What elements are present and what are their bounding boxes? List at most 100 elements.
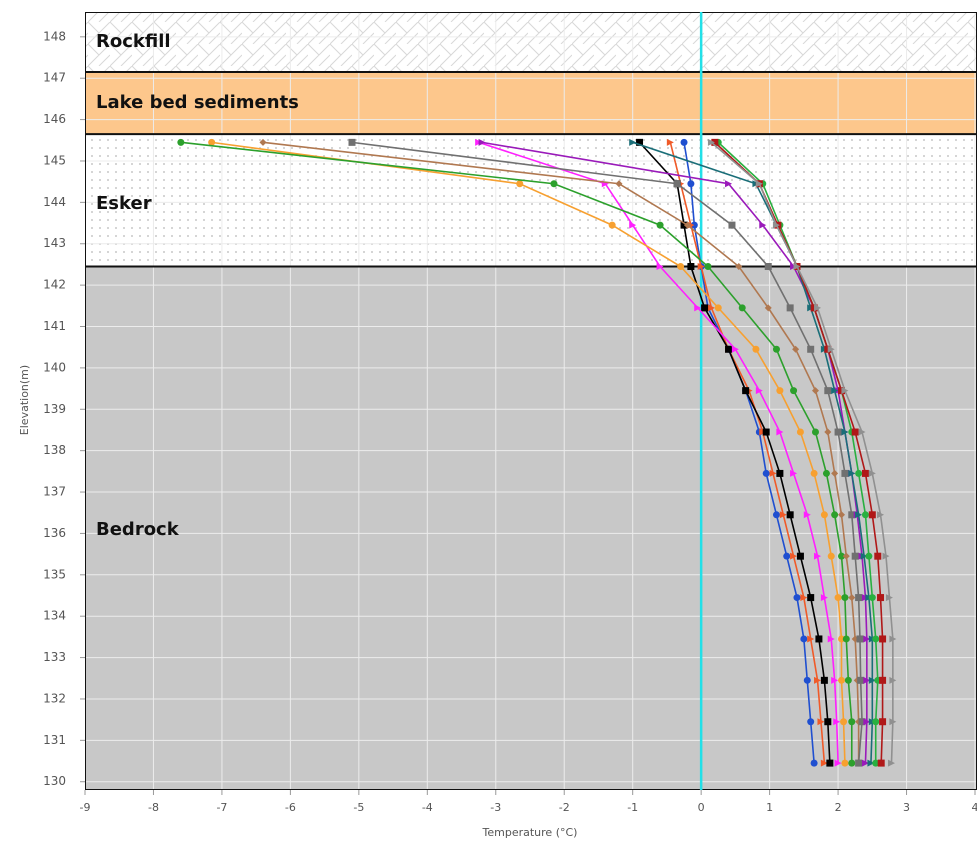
y-tick-label: 142 xyxy=(43,278,66,292)
marker xyxy=(841,387,849,395)
marker xyxy=(762,469,770,477)
marker xyxy=(731,345,739,353)
marker xyxy=(851,552,859,560)
marker xyxy=(803,511,811,519)
marker xyxy=(762,428,770,436)
marker xyxy=(848,511,856,519)
marker xyxy=(824,718,832,726)
series-line xyxy=(669,142,826,764)
marker xyxy=(827,552,835,560)
series-line xyxy=(717,141,879,764)
marker xyxy=(861,759,869,767)
y-axis-label: Elevation(m) xyxy=(18,365,31,435)
marker xyxy=(879,635,887,643)
layer xyxy=(85,72,977,135)
marker xyxy=(764,263,772,271)
marker xyxy=(680,138,688,146)
layer-label: Rockfill xyxy=(96,31,171,52)
y-tick-label: 148 xyxy=(43,29,66,43)
marker xyxy=(793,263,801,271)
y-tick-label: 134 xyxy=(43,609,66,623)
marker xyxy=(728,221,736,229)
x-tick-label: -9 xyxy=(80,801,91,814)
marker xyxy=(855,469,863,477)
series-line xyxy=(683,142,815,764)
marker xyxy=(824,387,832,395)
marker xyxy=(889,676,897,684)
y-tick-label: 131 xyxy=(43,733,66,747)
marker xyxy=(755,387,763,395)
marker xyxy=(889,635,897,643)
marker xyxy=(800,594,808,602)
series-line xyxy=(211,141,846,764)
marker xyxy=(725,345,733,353)
marker xyxy=(817,718,825,726)
marker xyxy=(814,304,822,312)
marker xyxy=(814,552,822,560)
marker xyxy=(764,304,772,312)
marker xyxy=(786,304,794,312)
marker xyxy=(872,718,880,726)
marker xyxy=(861,469,869,477)
y-tick-label: 139 xyxy=(43,402,66,416)
marker xyxy=(831,469,839,477)
marker xyxy=(820,759,828,767)
marker xyxy=(827,635,835,643)
marker xyxy=(615,180,623,188)
marker xyxy=(516,180,524,188)
marker xyxy=(833,718,841,726)
layer-label: Esker xyxy=(96,193,152,214)
marker xyxy=(877,511,885,519)
marker xyxy=(868,511,876,519)
marker xyxy=(755,180,763,188)
marker xyxy=(807,718,815,726)
marker xyxy=(842,635,850,643)
marker xyxy=(861,511,869,519)
y-tick-label: 133 xyxy=(43,650,66,664)
marker xyxy=(208,138,216,146)
marker xyxy=(848,759,856,767)
marker xyxy=(694,304,702,312)
marker xyxy=(177,138,185,146)
marker xyxy=(848,594,856,602)
marker xyxy=(822,469,830,477)
marker xyxy=(889,718,897,726)
marker xyxy=(790,552,798,560)
x-tick-label: -1 xyxy=(627,801,638,814)
marker xyxy=(687,180,695,188)
marker xyxy=(677,263,685,271)
marker xyxy=(827,345,835,353)
marker xyxy=(826,759,834,767)
marker xyxy=(636,138,644,146)
marker xyxy=(820,511,828,519)
marker xyxy=(848,469,856,477)
marker xyxy=(704,263,712,271)
marker xyxy=(831,676,839,684)
marker xyxy=(858,718,866,726)
y-tick-label: 147 xyxy=(43,71,66,85)
marker xyxy=(697,263,705,271)
marker xyxy=(885,594,893,602)
marker xyxy=(887,759,895,767)
marker xyxy=(807,345,815,353)
marker xyxy=(841,594,849,602)
marker xyxy=(725,180,733,188)
y-tick-label: 137 xyxy=(43,485,66,499)
marker xyxy=(714,304,722,312)
marker xyxy=(796,428,804,436)
marker xyxy=(820,594,828,602)
marker xyxy=(752,345,760,353)
marker xyxy=(838,676,845,684)
marker xyxy=(841,428,849,436)
marker xyxy=(779,511,787,519)
marker xyxy=(858,428,866,436)
marker xyxy=(872,635,880,643)
marker xyxy=(838,552,845,560)
marker xyxy=(810,759,818,767)
marker xyxy=(786,511,794,519)
marker xyxy=(790,387,798,395)
marker xyxy=(776,428,784,436)
marker xyxy=(868,594,876,602)
series-line xyxy=(180,141,853,764)
marker xyxy=(838,635,845,643)
